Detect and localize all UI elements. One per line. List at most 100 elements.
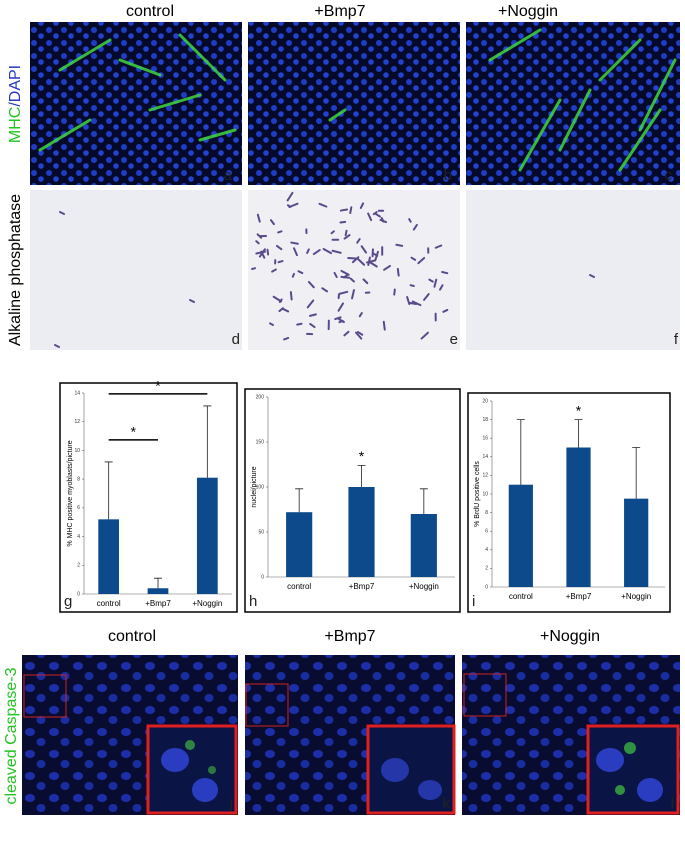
significance-mark: * bbox=[359, 448, 365, 464]
y-tick-label: 0 bbox=[485, 584, 488, 590]
y-tick-label: 8 bbox=[77, 476, 80, 482]
y-tick-label: 14 bbox=[482, 454, 488, 460]
stain bbox=[380, 216, 385, 223]
caspase-images: j k l bbox=[22, 655, 680, 815]
y-tick-label: 12 bbox=[482, 473, 488, 479]
error-bar bbox=[203, 405, 212, 478]
y-tick-label: 10 bbox=[482, 491, 488, 497]
x-tick-label: +Noggin bbox=[621, 592, 651, 601]
panel-letter: a bbox=[224, 167, 233, 184]
stain bbox=[408, 218, 412, 223]
y-tick-label: 200 bbox=[256, 394, 265, 400]
stain bbox=[309, 313, 317, 317]
y-axis-label: % MHC positive myoblasts/picture bbox=[67, 440, 74, 546]
stain bbox=[306, 248, 310, 254]
stain bbox=[356, 331, 364, 336]
x-tick-label: +Noggin bbox=[409, 582, 439, 591]
stain bbox=[269, 219, 275, 226]
y-tick-label: 14 bbox=[74, 390, 80, 396]
stain bbox=[344, 229, 348, 237]
y-tick-label: 6 bbox=[77, 505, 80, 511]
stain bbox=[382, 320, 386, 331]
stain bbox=[343, 330, 350, 337]
stain bbox=[441, 271, 449, 275]
y-tick-label: 2 bbox=[77, 563, 80, 569]
stain bbox=[355, 331, 363, 340]
stain bbox=[349, 206, 353, 215]
row-label: cleaved Caspase-3 bbox=[3, 667, 20, 804]
stain bbox=[286, 191, 294, 202]
y-tick-label: 8 bbox=[485, 510, 488, 516]
panel-letter: i bbox=[472, 593, 475, 610]
stain bbox=[337, 302, 345, 312]
stain bbox=[374, 250, 379, 262]
stain bbox=[290, 241, 299, 245]
x-tick-label: +Noggin bbox=[192, 599, 222, 608]
stain bbox=[383, 264, 391, 271]
panel-letter: f bbox=[674, 331, 679, 348]
bar bbox=[147, 588, 169, 594]
micrograph bbox=[30, 22, 242, 185]
stain bbox=[307, 280, 315, 289]
stain bbox=[283, 336, 290, 341]
row-label: Alkaline phosphatase bbox=[7, 194, 24, 346]
stain bbox=[275, 244, 283, 251]
error-bar bbox=[632, 447, 641, 499]
bar bbox=[348, 487, 375, 577]
y-axis-label: nuclei/picture bbox=[251, 466, 258, 507]
panel-letter: e bbox=[450, 331, 458, 348]
panel-letter: k bbox=[443, 795, 451, 812]
significance-mark: * bbox=[131, 424, 137, 440]
stain bbox=[338, 319, 344, 324]
y-tick-label: 0 bbox=[77, 591, 80, 597]
x-tick-label: +Bmp7 bbox=[566, 592, 592, 601]
charts: 0 2 4 6 8 10 12 14 % MHC positive myoblasts/pict… bbox=[67, 378, 665, 608]
myotubes bbox=[38, 28, 677, 172]
y-tick-label: 6 bbox=[485, 529, 488, 535]
y-tick-label: 150 bbox=[256, 439, 265, 445]
stain bbox=[356, 258, 366, 266]
error-bar bbox=[357, 465, 366, 487]
stain bbox=[286, 204, 292, 208]
x-tick-label: control bbox=[287, 582, 311, 591]
stain bbox=[356, 238, 361, 244]
column-header: control bbox=[108, 628, 156, 645]
chart-frame bbox=[244, 388, 461, 613]
panel-letter: d bbox=[232, 331, 240, 348]
row-label-dapi: /DAPI bbox=[7, 65, 24, 107]
x-tick-label: +Bmp7 bbox=[145, 599, 171, 608]
stain bbox=[309, 322, 316, 329]
stain bbox=[293, 247, 298, 257]
stain bbox=[256, 213, 261, 223]
stain bbox=[372, 211, 378, 216]
stain bbox=[358, 312, 363, 318]
stain bbox=[428, 278, 434, 283]
error-bar bbox=[516, 419, 525, 485]
micrograph bbox=[466, 22, 680, 185]
stain bbox=[351, 256, 360, 264]
stained-cells bbox=[54, 191, 595, 348]
bar bbox=[566, 447, 591, 587]
stain bbox=[322, 248, 333, 255]
stain bbox=[409, 302, 418, 306]
y-tick-label: 18 bbox=[482, 417, 488, 423]
chart-frame bbox=[59, 382, 238, 613]
chart-frame bbox=[467, 392, 671, 613]
y-tick-label: 12 bbox=[74, 419, 80, 425]
micrograph bbox=[248, 190, 460, 350]
stain bbox=[343, 234, 351, 240]
stain bbox=[396, 267, 400, 277]
panel-letter: j bbox=[229, 795, 233, 812]
column-header: +Noggin bbox=[498, 3, 558, 20]
stain bbox=[251, 267, 257, 270]
error-bar bbox=[154, 577, 162, 589]
stain bbox=[266, 248, 270, 256]
stain bbox=[318, 202, 328, 208]
zoom-box bbox=[463, 673, 507, 717]
headers-bottom: control +Bmp7 +Noggin bbox=[108, 628, 600, 645]
bar bbox=[624, 498, 649, 587]
stain bbox=[417, 256, 426, 265]
stain bbox=[338, 290, 349, 295]
stain bbox=[360, 245, 368, 254]
significance-mark: * bbox=[576, 402, 582, 418]
